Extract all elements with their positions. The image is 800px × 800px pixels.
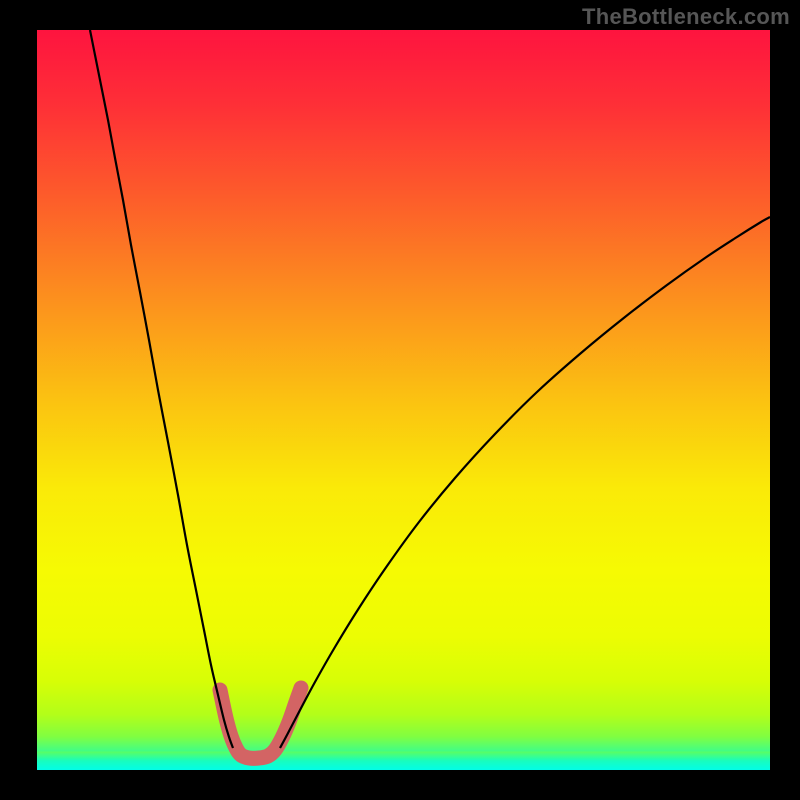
chart-plot-area <box>37 30 770 770</box>
optimal-green-band <box>37 752 770 771</box>
watermark-text: TheBottleneck.com <box>582 4 790 30</box>
gradient-background <box>37 30 770 770</box>
chart-svg <box>37 30 770 770</box>
